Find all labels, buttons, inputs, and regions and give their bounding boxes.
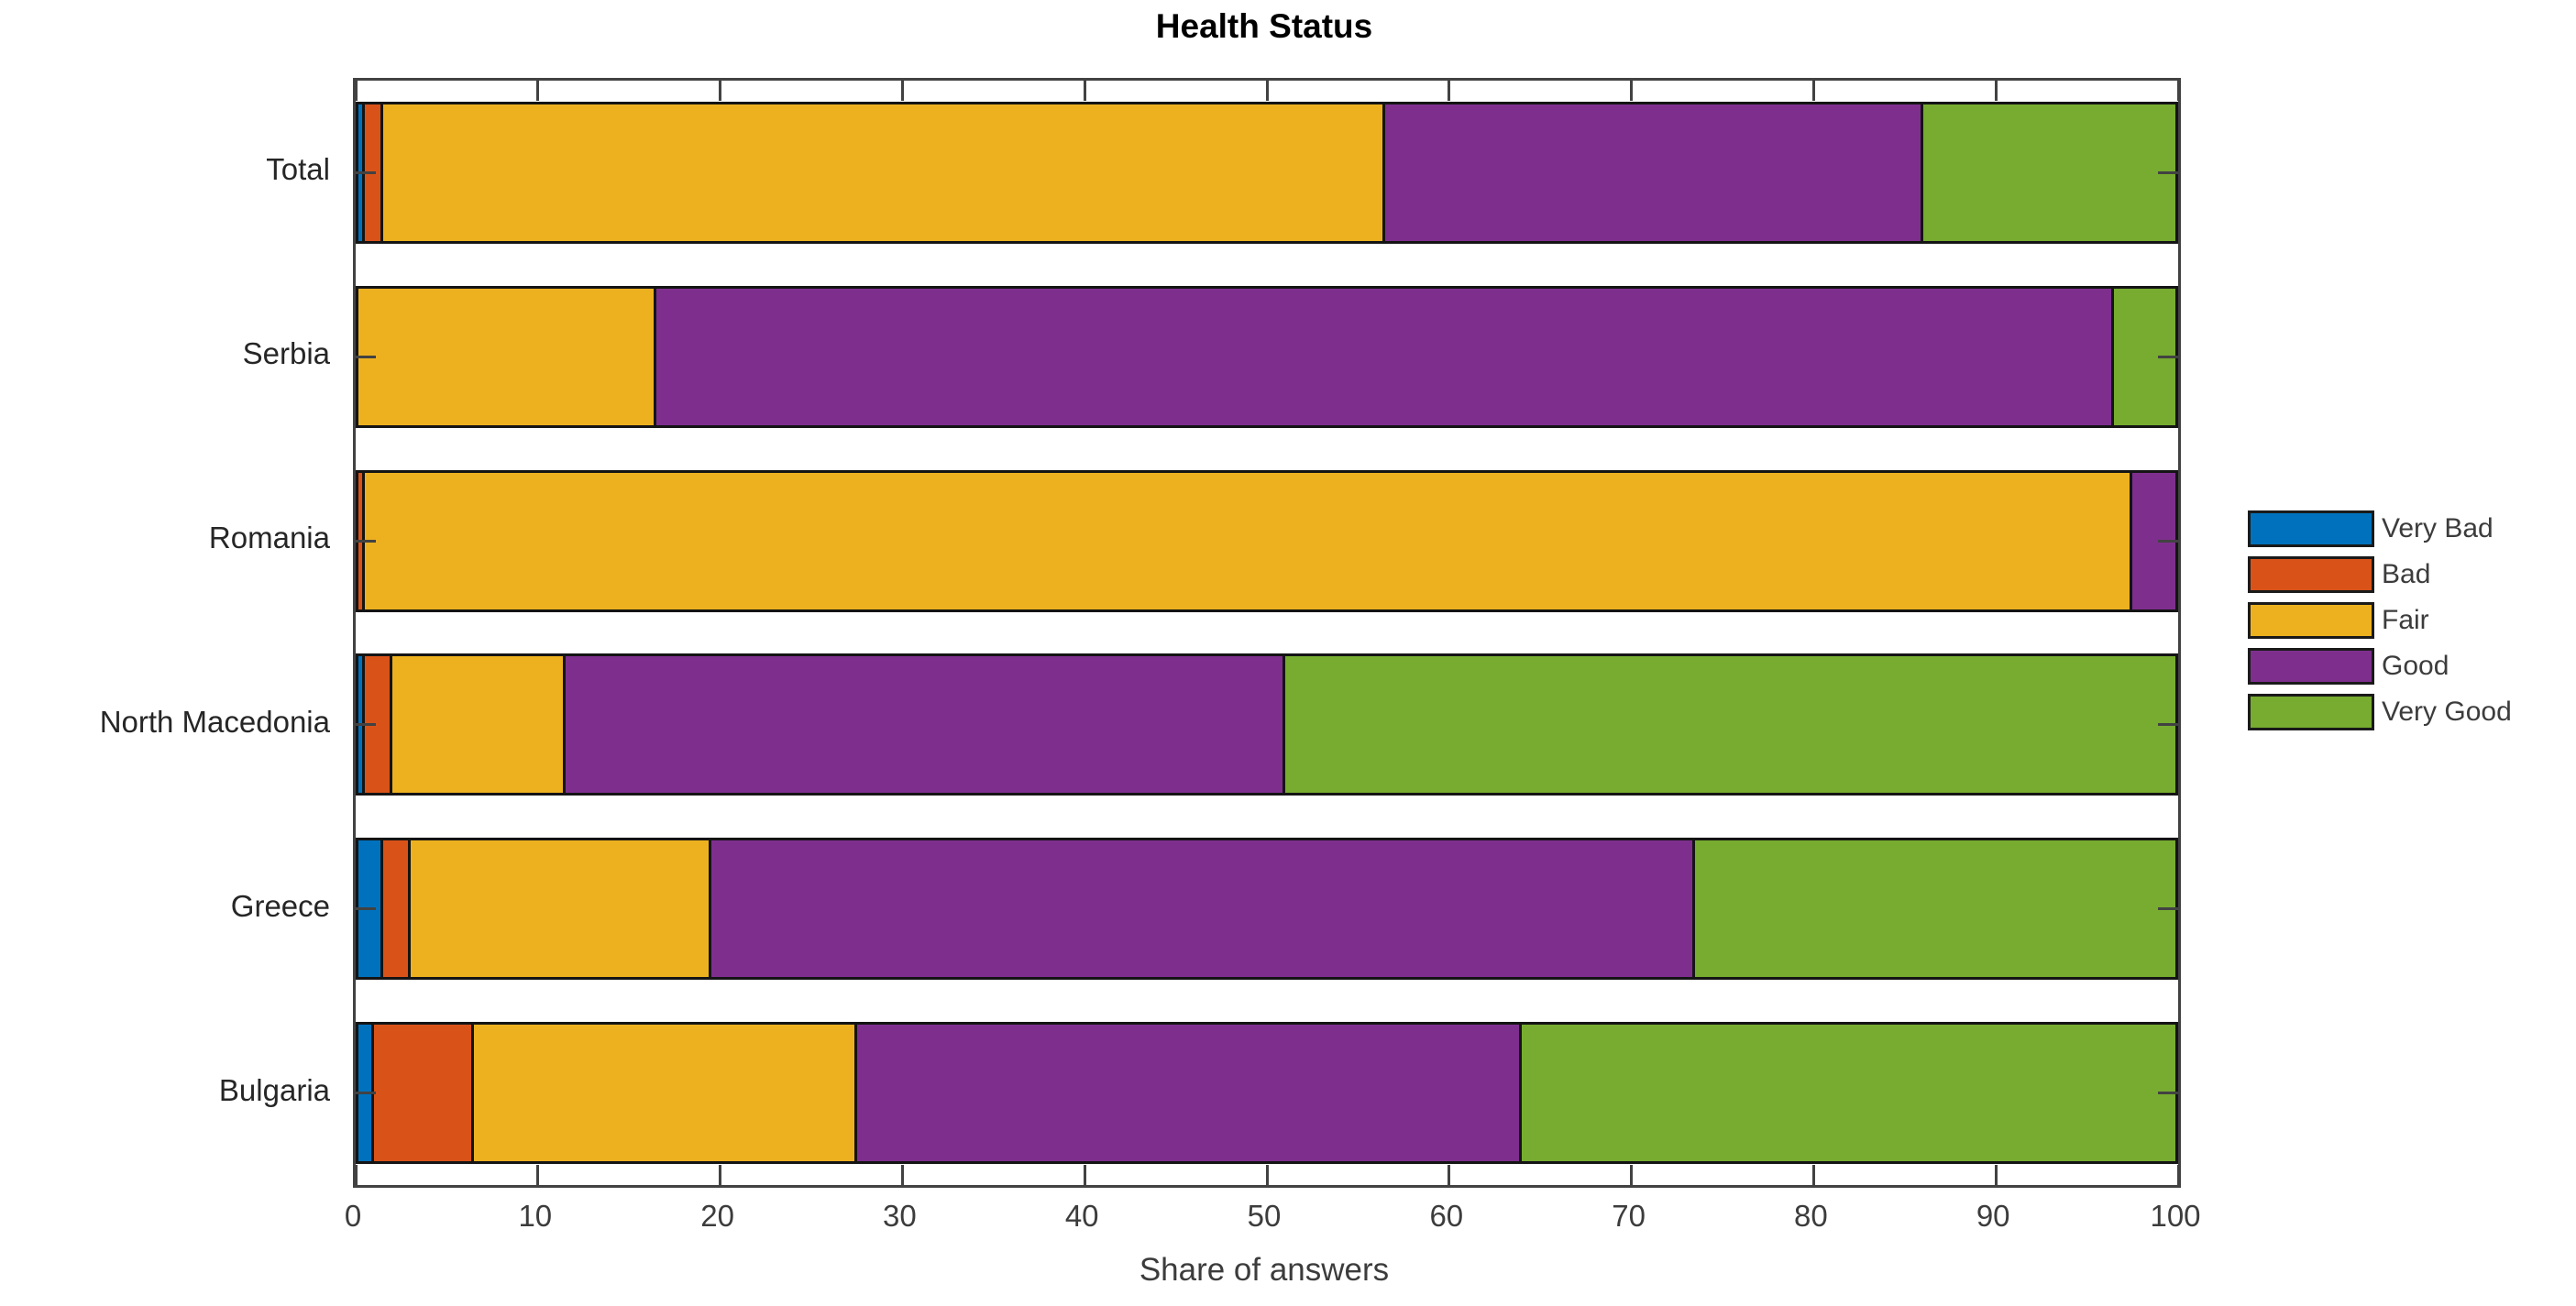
legend-entry-very-bad: Very Bad [2248, 506, 2512, 552]
legend-label-very-bad: Very Bad [2382, 513, 2493, 543]
x-tick-top [2176, 81, 2180, 101]
legend: Very Bad Bad Fair Good Very Good [2248, 506, 2512, 735]
bar-segment-good [710, 838, 1696, 981]
bar-segment-fair [391, 653, 566, 796]
legend-entry-good: Good [2248, 643, 2512, 689]
bar-segment-very-good [1284, 653, 2178, 796]
bar-romania [356, 469, 2178, 612]
legend-entry-bad: Bad [2248, 552, 2512, 598]
y-tick-left [356, 1092, 376, 1095]
x-tick-label-60: 60 [1429, 1199, 1464, 1233]
chart-title: Health Status [1155, 7, 1373, 45]
legend-entry-fair: Fair [2248, 598, 2512, 643]
legend-swatch-fair [2248, 602, 2374, 639]
bar-segment-fair [474, 1022, 857, 1165]
x-tick-bottom [536, 1165, 540, 1185]
x-tick-top [719, 81, 722, 101]
legend-swatch-very-good [2248, 694, 2374, 730]
bar-segment-bad [373, 1022, 475, 1165]
bar-greece [356, 838, 2178, 981]
y-tick-left [356, 170, 376, 174]
legend-label-good: Good [2382, 651, 2449, 681]
x-tick-label-70: 70 [1612, 1199, 1646, 1233]
legend-swatch-bad [2248, 556, 2374, 593]
y-tick-left [356, 539, 376, 543]
x-tick-bottom [1448, 1165, 1451, 1185]
x-tick-label-80: 80 [1794, 1199, 1828, 1233]
bar-segment-fair [410, 838, 711, 981]
x-tick-top [900, 81, 904, 101]
y-tick-right [2158, 539, 2178, 543]
y-tick-label-north-macedonia: North Macedonia [99, 704, 330, 739]
x-tick-top [1994, 81, 1998, 101]
y-tick-right [2158, 170, 2178, 174]
legend-label-fair: Fair [2382, 605, 2429, 635]
x-tick-top [354, 81, 358, 101]
x-tick-top [1265, 81, 1269, 101]
bar-segment-very-good [1522, 1022, 2178, 1165]
bar-segment-very-good [1922, 101, 2178, 244]
x-tick-label-40: 40 [1064, 1199, 1099, 1233]
y-tick-left [356, 907, 376, 911]
y-tick-label-serbia: Serbia [242, 336, 330, 371]
bar-segment-fair [382, 101, 1386, 244]
x-tick-top [1630, 81, 1634, 101]
x-axis-label: Share of answers [1139, 1252, 1390, 1288]
bar-segment-fair [364, 469, 2133, 612]
y-tick-label-bulgaria: Bulgaria [218, 1072, 330, 1107]
y-tick-left [356, 723, 376, 727]
x-tick-bottom [1083, 1165, 1086, 1185]
y-tick-label-greece: Greece [230, 888, 330, 923]
bar-segment-fair [356, 285, 657, 428]
y-tick-right [2158, 1092, 2178, 1095]
bar-segment-good [656, 285, 2115, 428]
x-tick-label-20: 20 [700, 1199, 734, 1233]
x-tick-label-50: 50 [1247, 1199, 1282, 1233]
y-tick-right [2158, 355, 2178, 358]
x-tick-bottom [1994, 1165, 1998, 1185]
x-tick-bottom [1811, 1165, 1815, 1185]
x-tick-top [1448, 81, 1451, 101]
y-tick-right [2158, 723, 2178, 727]
x-tick-top [1811, 81, 1815, 101]
legend-label-very-good: Very Good [2382, 697, 2512, 727]
x-tick-bottom [2176, 1165, 2180, 1185]
x-tick-label-100: 100 [2150, 1199, 2201, 1233]
x-tick-label-0: 0 [344, 1199, 362, 1233]
x-tick-bottom [900, 1165, 904, 1185]
y-tick-label-total: Total [266, 152, 330, 187]
x-tick-label-30: 30 [883, 1199, 917, 1233]
x-tick-bottom [1630, 1165, 1634, 1185]
bar-total [356, 101, 2178, 244]
bar-segment-bad [382, 838, 411, 981]
legend-label-bad: Bad [2382, 559, 2431, 589]
y-tick-right [2158, 907, 2178, 911]
plot-area [353, 78, 2181, 1188]
legend-entry-very-good: Very Good [2248, 689, 2512, 735]
bar-segment-good [856, 1022, 1523, 1165]
legend-swatch-good [2248, 648, 2374, 685]
x-tick-bottom [719, 1165, 722, 1185]
legend-swatch-very-bad [2248, 510, 2374, 547]
y-tick-label-romania: Romania [208, 521, 330, 555]
x-tick-bottom [354, 1165, 358, 1185]
x-tick-label-90: 90 [1976, 1199, 2010, 1233]
bar-segment-good [1385, 101, 1923, 244]
x-tick-top [1083, 81, 1086, 101]
bar-north-macedonia [356, 653, 2178, 796]
bar-segment-good [565, 653, 1285, 796]
bar-serbia [356, 285, 2178, 428]
x-tick-bottom [1265, 1165, 1269, 1185]
y-tick-left [356, 355, 376, 358]
bar-bulgaria [356, 1022, 2178, 1165]
x-tick-label-10: 10 [518, 1199, 553, 1233]
x-tick-top [536, 81, 540, 101]
bar-segment-very-good [1695, 838, 2178, 981]
